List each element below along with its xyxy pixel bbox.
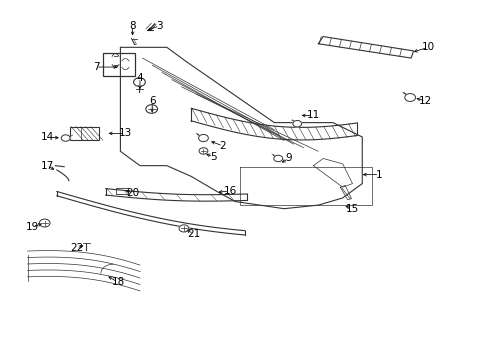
Text: 8: 8 [129,21,136,31]
Circle shape [179,225,189,232]
Text: 5: 5 [210,152,217,162]
Circle shape [293,121,302,127]
Circle shape [134,78,146,86]
Bar [70,127,99,140]
Text: 12: 12 [419,96,432,106]
Circle shape [61,135,70,141]
Circle shape [274,155,283,162]
Text: 1: 1 [376,170,383,180]
Circle shape [198,134,208,141]
Text: 3: 3 [156,21,163,31]
Bar [116,188,128,194]
Text: 22: 22 [70,243,83,253]
Bar [103,53,135,76]
Circle shape [39,219,50,227]
Text: 11: 11 [307,111,320,121]
Text: 13: 13 [119,129,132,138]
Text: 10: 10 [422,42,435,52]
Text: 14: 14 [41,132,54,142]
Text: 6: 6 [149,96,155,106]
Text: 17: 17 [41,161,54,171]
Text: 19: 19 [26,222,39,231]
Text: 20: 20 [126,188,139,198]
Text: 7: 7 [93,62,99,72]
Circle shape [199,148,208,154]
Circle shape [146,105,158,113]
Text: 9: 9 [286,153,293,163]
Circle shape [405,94,416,102]
Text: 16: 16 [224,186,237,196]
Text: 21: 21 [187,229,200,239]
Text: 18: 18 [111,277,124,287]
Text: 2: 2 [220,141,226,151]
Text: 15: 15 [346,204,359,214]
Text: 4: 4 [137,73,143,83]
